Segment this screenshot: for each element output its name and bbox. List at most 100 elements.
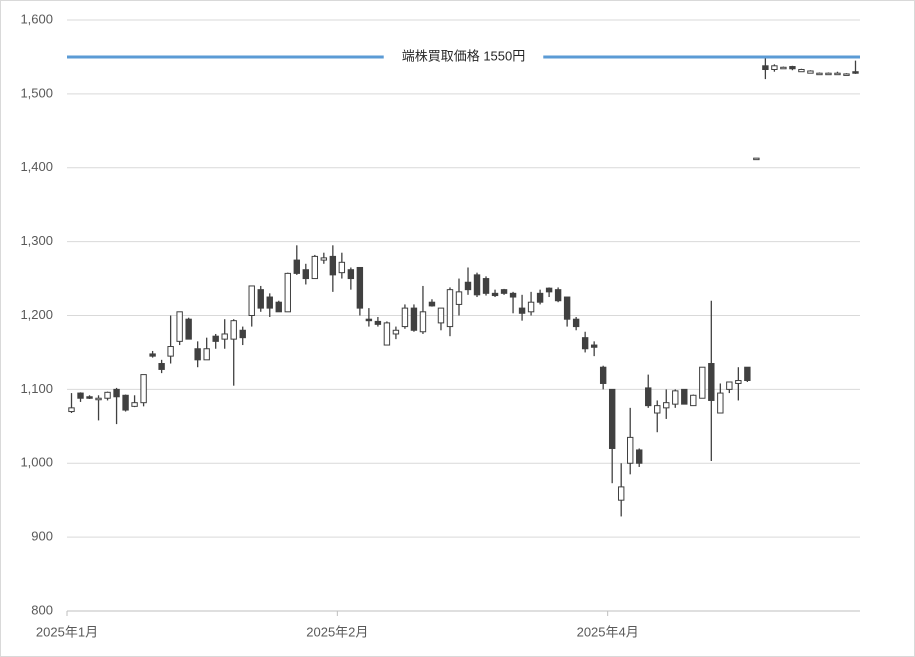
x-tick-label: 2025年1月 (36, 624, 98, 639)
y-tick-label: 800 (31, 602, 53, 617)
candle-body (699, 366, 706, 399)
candle-body (383, 322, 391, 346)
y-tick-label: 1,000 (20, 455, 53, 470)
candle-body (608, 388, 616, 449)
candle-body (149, 353, 156, 357)
candle-body (762, 65, 769, 70)
x-tick-label: 2025年2月 (306, 624, 368, 639)
y-tick-label: 1,300 (20, 233, 53, 248)
y-tick-label: 1,400 (20, 159, 53, 174)
candle-body (122, 394, 129, 411)
candle-body (617, 486, 625, 501)
candle-body (266, 296, 273, 309)
candle-body (627, 436, 634, 464)
candle-body (545, 287, 553, 293)
candle-body (239, 329, 246, 339)
candle-body (248, 285, 255, 317)
candle-body (392, 329, 400, 335)
candle-body (419, 311, 427, 333)
candle-body (104, 391, 111, 399)
candle-body (500, 289, 508, 294)
candle-body (753, 157, 760, 161)
candle-body (744, 366, 751, 382)
candle-body (491, 292, 499, 297)
candle-body (401, 307, 409, 328)
candle-body (789, 66, 796, 70)
y-tick-label: 1,600 (20, 11, 53, 26)
candle-body (320, 257, 328, 261)
candle-body (816, 72, 823, 76)
candle-body (590, 344, 598, 348)
candle-body (338, 261, 346, 274)
candle-body (140, 374, 147, 404)
candle-body (852, 71, 859, 74)
candle-body (663, 402, 670, 409)
candle-body (365, 318, 373, 322)
candle-body (834, 72, 841, 76)
candle-body (347, 269, 355, 280)
candle-body (473, 274, 481, 296)
candle-body (329, 255, 337, 276)
candle-body (176, 311, 183, 342)
candle-body (203, 348, 210, 361)
candle-body (221, 333, 228, 340)
candle-body (572, 318, 580, 328)
candle-body (482, 278, 490, 294)
candle-body (158, 363, 165, 370)
candle-body (536, 292, 544, 303)
candle-body (518, 307, 526, 314)
candle-body (717, 392, 724, 414)
candle-body (374, 320, 382, 325)
candle-body (131, 402, 138, 407)
candle-body (86, 396, 93, 399)
candle-body (95, 397, 102, 401)
candle-body (563, 296, 571, 320)
candle-body (194, 348, 201, 361)
candle-body (672, 390, 679, 405)
candle-body (527, 301, 535, 313)
candle-body (302, 269, 310, 280)
candle-body (726, 381, 733, 390)
candle-body (185, 318, 192, 340)
candle-body (464, 281, 472, 291)
candle-body (257, 289, 264, 309)
candle-body (554, 289, 562, 302)
y-tick-label: 1,100 (20, 381, 53, 396)
candle-body (311, 255, 319, 280)
candle-body (581, 337, 589, 350)
candle-body (410, 307, 418, 331)
candle-body (428, 301, 436, 307)
candle-body (356, 266, 364, 309)
candle-body (455, 291, 463, 305)
candle-body (509, 292, 517, 298)
candle-body (293, 259, 300, 274)
candle-body (825, 72, 832, 76)
candle-body (230, 320, 237, 340)
candle-body (167, 346, 174, 357)
candle-body (681, 388, 688, 405)
candle-body (446, 289, 454, 328)
y-tick-label: 1,500 (20, 85, 53, 100)
candle-body (599, 366, 607, 384)
candle-body (771, 65, 778, 70)
y-tick-label: 1,200 (20, 307, 53, 322)
candle-body (843, 73, 850, 76)
candle-body (654, 405, 661, 414)
candle-body (113, 388, 120, 398)
candle-body (437, 307, 445, 324)
x-tick-label: 2025年4月 (577, 624, 639, 639)
candle-body (735, 380, 742, 384)
candle-body (212, 335, 219, 342)
candle-body (708, 363, 715, 401)
candle-body (690, 394, 697, 407)
candle-body (284, 272, 291, 313)
y-tick-label: 900 (31, 529, 53, 544)
candle-body (798, 68, 805, 73)
candle-body (77, 392, 84, 399)
candle-body (636, 449, 643, 464)
candle-body (807, 70, 814, 74)
candle-body (275, 301, 282, 313)
candle-body (645, 387, 652, 407)
